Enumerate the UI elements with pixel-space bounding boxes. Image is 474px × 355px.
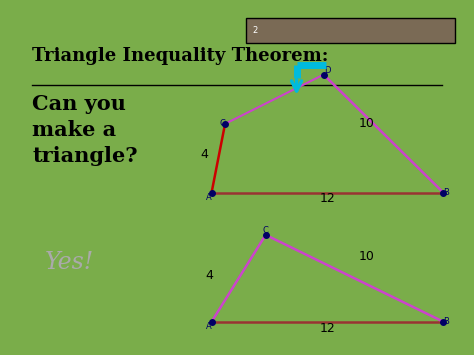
Text: B: B <box>444 317 449 326</box>
Text: 12: 12 <box>319 322 336 335</box>
Text: Can you
make a
triangle?: Can you make a triangle? <box>32 94 137 166</box>
Text: 10: 10 <box>358 117 374 130</box>
Text: 2: 2 <box>252 26 257 35</box>
Text: D: D <box>324 66 330 75</box>
Text: A: A <box>206 193 211 202</box>
Text: 4: 4 <box>200 148 208 161</box>
Text: Triangle Inequality Theorem:: Triangle Inequality Theorem: <box>32 47 328 65</box>
Text: A: A <box>206 322 211 331</box>
Text: 12: 12 <box>319 192 336 205</box>
Text: B: B <box>444 188 449 197</box>
FancyBboxPatch shape <box>246 18 455 43</box>
Text: C: C <box>219 119 225 128</box>
Text: Yes!: Yes! <box>45 251 94 274</box>
Text: C: C <box>263 226 269 235</box>
Text: 10: 10 <box>358 250 374 263</box>
Text: 4: 4 <box>206 269 213 282</box>
